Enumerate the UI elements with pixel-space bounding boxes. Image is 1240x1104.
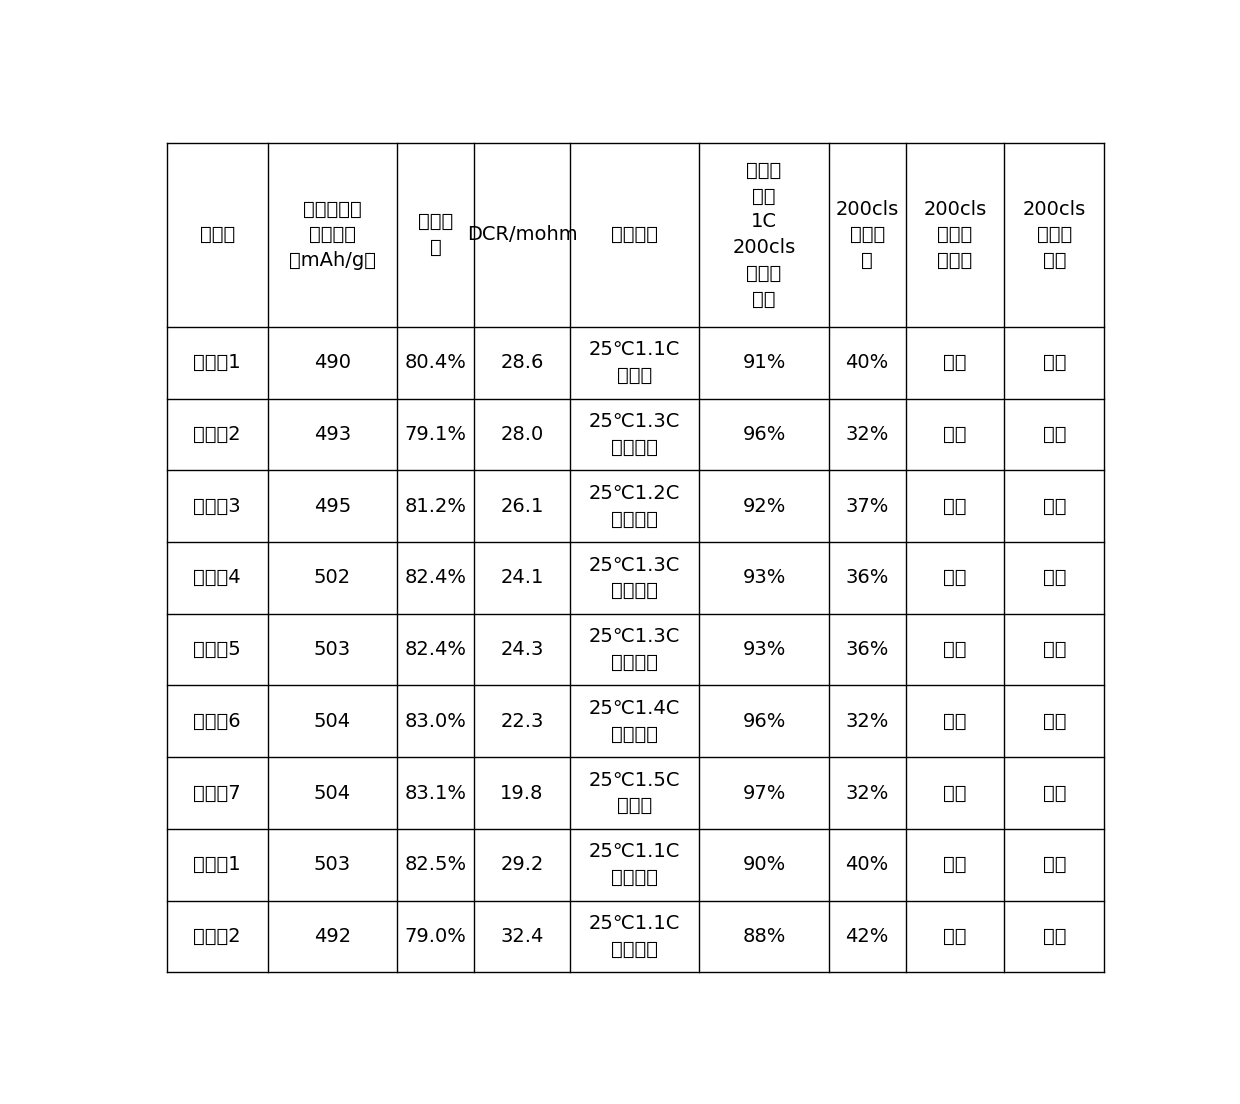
Text: 32%: 32%: [846, 425, 889, 444]
Text: 37%: 37%: [846, 497, 889, 516]
Text: 全电首
效: 全电首 效: [418, 212, 454, 257]
Text: 91%: 91%: [743, 353, 786, 372]
Text: 26.1: 26.1: [500, 497, 543, 516]
Text: 504: 504: [314, 712, 351, 731]
Text: 实施例2: 实施例2: [193, 425, 241, 444]
Text: 200cls
负极满
放界面: 200cls 负极满 放界面: [924, 200, 987, 270]
Text: 90%: 90%: [743, 856, 786, 874]
Text: 503: 503: [314, 640, 351, 659]
Text: 24.3: 24.3: [500, 640, 543, 659]
Text: 93%: 93%: [743, 640, 786, 659]
Text: 平整: 平整: [944, 569, 967, 587]
Text: 32%: 32%: [846, 712, 889, 731]
Text: 24.1: 24.1: [500, 569, 543, 587]
Text: 平整: 平整: [1043, 784, 1066, 803]
Text: 83.1%: 83.1%: [404, 784, 466, 803]
Text: 打皱: 打皱: [1043, 927, 1066, 946]
Text: 平整: 平整: [944, 784, 967, 803]
Text: 492: 492: [314, 927, 351, 946]
Text: 25℃1.3C
轻微析锂: 25℃1.3C 轻微析锂: [589, 627, 681, 672]
Text: 504: 504: [314, 784, 351, 803]
Text: 22.3: 22.3: [500, 712, 543, 731]
Text: 502: 502: [314, 569, 351, 587]
Text: 平整: 平整: [944, 425, 967, 444]
Text: 对比例2: 对比例2: [193, 927, 241, 946]
Text: 平整: 平整: [1043, 712, 1066, 731]
Text: 25℃1.4C
轻微析锂: 25℃1.4C 轻微析锂: [589, 699, 681, 744]
Text: 36%: 36%: [846, 640, 889, 659]
Text: 493: 493: [314, 425, 351, 444]
Text: 79.0%: 79.0%: [404, 927, 466, 946]
Text: 96%: 96%: [743, 712, 786, 731]
Text: 25℃1.2C
轻微析锂: 25℃1.2C 轻微析锂: [589, 484, 681, 529]
Text: 93%: 93%: [743, 569, 786, 587]
Text: 平整: 平整: [944, 353, 967, 372]
Text: 25℃1.3C
轻微析锂: 25℃1.3C 轻微析锂: [589, 555, 681, 601]
Text: 92%: 92%: [743, 497, 786, 516]
Text: 36%: 36%: [846, 569, 889, 587]
Text: 25℃1.1C
轻微析锂: 25℃1.1C 轻微析锂: [589, 842, 681, 888]
Text: 实施例4: 实施例4: [193, 569, 241, 587]
Text: 对比例1: 对比例1: [193, 856, 241, 874]
Text: 实施例: 实施例: [200, 225, 234, 244]
Text: 80.4%: 80.4%: [404, 353, 466, 372]
Text: DCR/mohm: DCR/mohm: [466, 225, 578, 244]
Text: 25℃1.1C
不析锂: 25℃1.1C 不析锂: [589, 340, 681, 385]
Text: 平整: 平整: [1043, 640, 1066, 659]
Text: 平整: 平整: [944, 712, 967, 731]
Text: 平整: 平整: [1043, 425, 1066, 444]
Text: 实施例3: 实施例3: [193, 497, 241, 516]
Text: 实施例1: 实施例1: [193, 353, 241, 372]
Text: 25℃1.1C
轻微析锂: 25℃1.1C 轻微析锂: [589, 914, 681, 959]
Text: 19.8: 19.8: [500, 784, 543, 803]
Text: 42%: 42%: [846, 927, 889, 946]
Text: 平整: 平整: [1043, 497, 1066, 516]
Text: 503: 503: [314, 856, 351, 874]
Text: 82.4%: 82.4%: [404, 569, 466, 587]
Text: 25℃1.5C
不析锂: 25℃1.5C 不析锂: [589, 771, 681, 816]
Text: 平整: 平整: [1043, 353, 1066, 372]
Text: 平整: 平整: [1043, 569, 1066, 587]
Text: 打皱: 打皱: [944, 856, 967, 874]
Text: 快充能力: 快充能力: [611, 225, 658, 244]
Text: 200cls
负极集
流体: 200cls 负极集 流体: [1023, 200, 1086, 270]
Text: 扣电首次充
电克容量
（mAh/g）: 扣电首次充 电克容量 （mAh/g）: [289, 200, 376, 270]
Text: 83.0%: 83.0%: [404, 712, 466, 731]
Text: 平整: 平整: [944, 640, 967, 659]
Text: 97%: 97%: [743, 784, 786, 803]
Text: 82.4%: 82.4%: [404, 640, 466, 659]
Text: 490: 490: [314, 353, 351, 372]
Text: 81.2%: 81.2%: [404, 497, 466, 516]
Text: 29.2: 29.2: [500, 856, 543, 874]
Text: 实施例6: 实施例6: [193, 712, 241, 731]
Text: 28.0: 28.0: [501, 425, 543, 444]
Text: 实施例5: 实施例5: [193, 640, 241, 659]
Text: 40%: 40%: [846, 856, 889, 874]
Text: 打皱: 打皱: [1043, 856, 1066, 874]
Text: 全电池
常温
1C
200cls
容量保
持率: 全电池 常温 1C 200cls 容量保 持率: [733, 161, 796, 309]
Text: 打皱: 打皱: [944, 927, 967, 946]
Text: 79.1%: 79.1%: [404, 425, 466, 444]
Text: 82.5%: 82.5%: [404, 856, 466, 874]
Text: 40%: 40%: [846, 353, 889, 372]
Text: 200cls
满充膨
胀: 200cls 满充膨 胀: [836, 200, 899, 270]
Text: 32.4: 32.4: [500, 927, 543, 946]
Text: 25℃1.3C
轻微析锂: 25℃1.3C 轻微析锂: [589, 412, 681, 457]
Text: 88%: 88%: [743, 927, 786, 946]
Text: 96%: 96%: [743, 425, 786, 444]
Text: 32%: 32%: [846, 784, 889, 803]
Text: 平整: 平整: [944, 497, 967, 516]
Text: 实施例7: 实施例7: [193, 784, 241, 803]
Text: 28.6: 28.6: [500, 353, 543, 372]
Text: 495: 495: [314, 497, 351, 516]
